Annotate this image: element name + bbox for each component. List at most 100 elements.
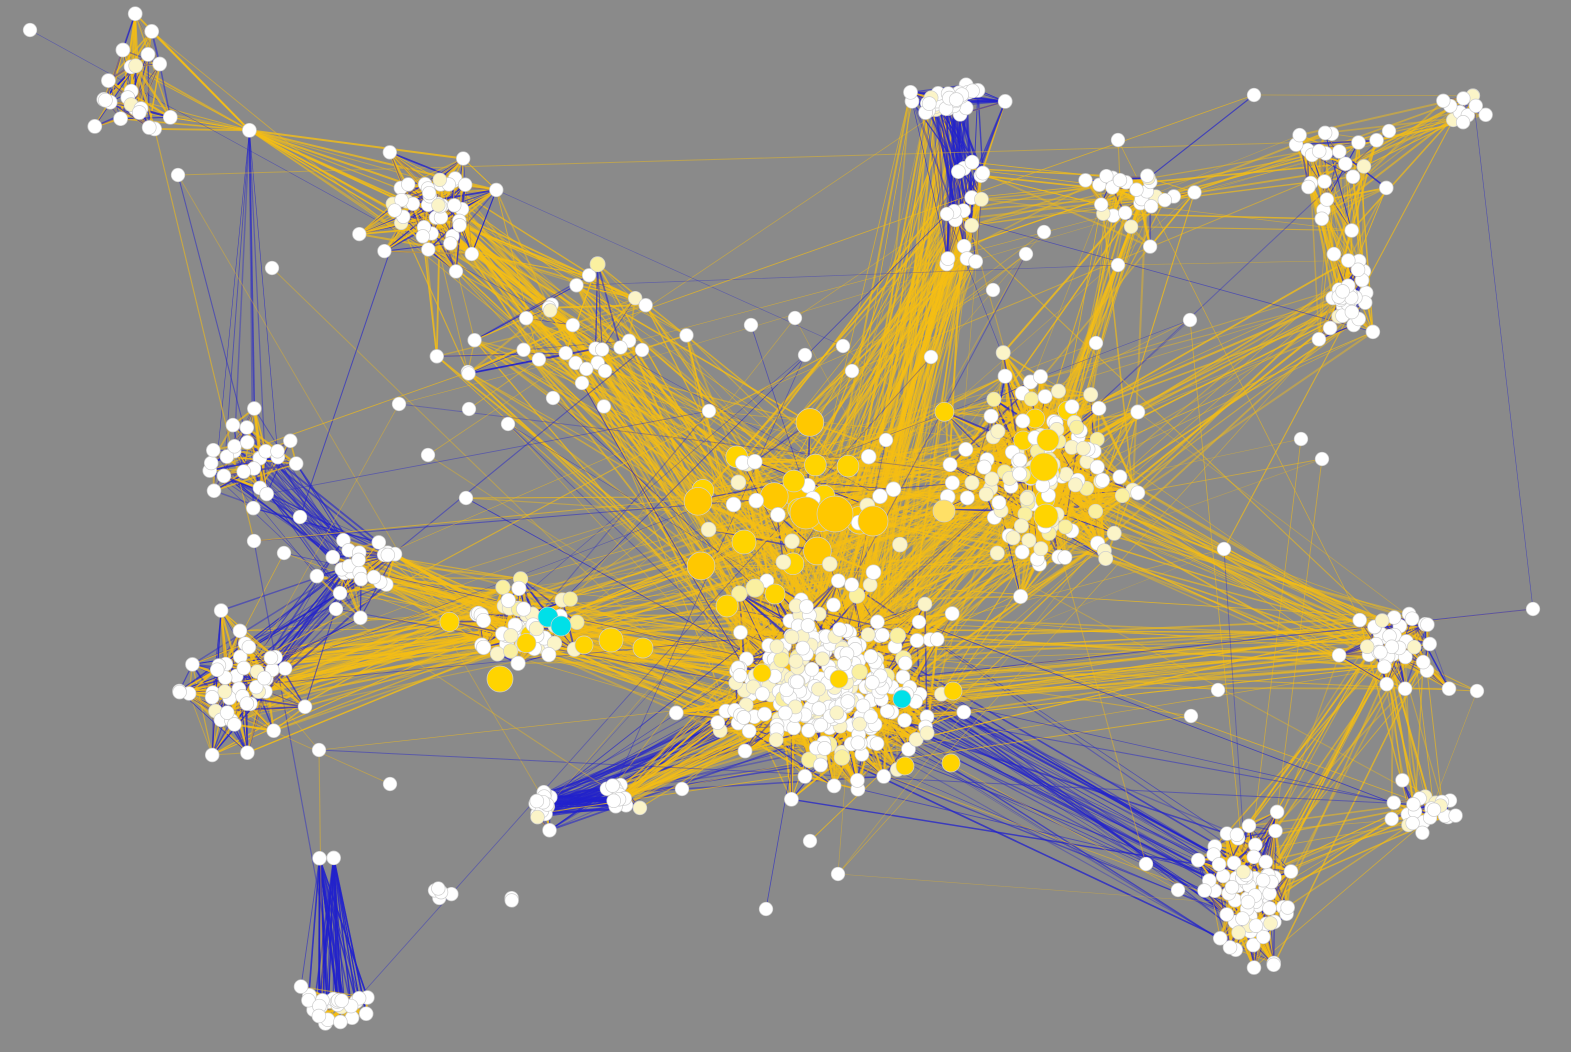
graph-node[interactable]	[1359, 639, 1375, 654]
graph-node[interactable]	[311, 742, 327, 758]
graph-node[interactable]	[862, 577, 878, 593]
graph-node[interactable]	[162, 109, 178, 125]
graph-node[interactable]	[293, 979, 309, 994]
graph-node[interactable]	[1258, 854, 1273, 870]
graph-node[interactable]	[1110, 132, 1126, 148]
graph-node[interactable]	[1106, 525, 1122, 541]
graph-node[interactable]	[236, 464, 251, 479]
graph-node[interactable]	[113, 111, 128, 127]
graph-node[interactable]	[826, 778, 842, 794]
graph-node[interactable]	[240, 435, 255, 450]
graph-node[interactable]	[503, 643, 519, 659]
graph-node[interactable]	[885, 481, 902, 498]
graph-node[interactable]	[743, 317, 759, 333]
gold-node-20[interactable]	[829, 669, 849, 689]
graph-node[interactable]	[731, 585, 748, 602]
graph-node[interactable]	[500, 592, 516, 608]
graph-node[interactable]	[236, 660, 252, 676]
graph-node[interactable]	[172, 684, 187, 700]
graph-node[interactable]	[1110, 257, 1126, 273]
graph-node[interactable]	[813, 717, 829, 733]
graph-node[interactable]	[1187, 185, 1202, 200]
graph-node[interactable]	[797, 769, 813, 784]
graph-node[interactable]	[213, 603, 229, 618]
graph-node[interactable]	[461, 366, 476, 381]
graph-node[interactable]	[1231, 925, 1246, 940]
graph-node[interactable]	[730, 474, 747, 491]
graph-node[interactable]	[870, 614, 885, 630]
graph-node[interactable]	[1374, 613, 1390, 628]
graph-node[interactable]	[332, 585, 348, 601]
graph-node[interactable]	[259, 486, 274, 502]
graph-node[interactable]	[1246, 87, 1262, 103]
graph-node[interactable]	[353, 610, 368, 626]
gold-node-6[interactable]	[1036, 428, 1060, 452]
graph-node[interactable]	[889, 627, 906, 644]
cyan-node-3[interactable]	[892, 689, 912, 709]
graph-node[interactable]	[421, 242, 436, 257]
graph-node[interactable]	[467, 333, 482, 348]
graph-node[interactable]	[1210, 682, 1226, 698]
graph-node[interactable]	[1332, 144, 1347, 159]
graph-node[interactable]	[292, 509, 308, 525]
graph-node[interactable]	[758, 901, 774, 917]
graph-node[interactable]	[144, 24, 160, 39]
graph-node[interactable]	[683, 487, 713, 516]
graph-node[interactable]	[1112, 469, 1128, 485]
graph-node[interactable]	[277, 661, 293, 676]
graph-node[interactable]	[813, 757, 828, 773]
graph-node[interactable]	[543, 303, 558, 318]
graph-node[interactable]	[995, 345, 1011, 361]
graph-node[interactable]	[815, 651, 830, 667]
graph-node[interactable]	[325, 549, 341, 565]
graph-node[interactable]	[1248, 837, 1263, 853]
graph-node[interactable]	[476, 639, 492, 655]
graph-node[interactable]	[1094, 197, 1109, 212]
graph-node[interactable]	[503, 628, 519, 644]
graph-node[interactable]	[1013, 589, 1029, 604]
graph-node[interactable]	[1369, 133, 1384, 148]
graph-node[interactable]	[826, 597, 841, 613]
graph-node[interactable]	[227, 717, 242, 732]
graph-node[interactable]	[562, 591, 578, 607]
graph-node[interactable]	[850, 773, 865, 788]
graph-node[interactable]	[872, 488, 888, 505]
graph-node[interactable]	[628, 290, 643, 306]
graph-node[interactable]	[1211, 857, 1227, 872]
graph-node[interactable]	[768, 732, 784, 748]
graph-node[interactable]	[1246, 937, 1261, 953]
graph-node[interactable]	[1415, 654, 1431, 670]
graph-node[interactable]	[464, 246, 479, 262]
graph-node[interactable]	[420, 447, 436, 463]
graph-node[interactable]	[1114, 488, 1130, 504]
graph-node[interactable]	[1216, 541, 1232, 557]
gold-node-11[interactable]	[632, 637, 654, 659]
graph-node[interactable]	[1140, 168, 1155, 183]
graph-node[interactable]	[1219, 907, 1235, 922]
graph-node[interactable]	[519, 311, 534, 326]
graph-node[interactable]	[311, 1008, 327, 1024]
graph-node[interactable]	[797, 347, 813, 363]
graph-node[interactable]	[377, 243, 392, 259]
graph-node[interactable]	[786, 720, 802, 736]
graph-node[interactable]	[1314, 451, 1330, 467]
graph-node[interactable]	[1397, 681, 1413, 696]
graph-node[interactable]	[1170, 882, 1186, 898]
graph-node[interactable]	[1326, 246, 1342, 262]
graph-node[interactable]	[1226, 855, 1242, 871]
graph-node[interactable]	[770, 507, 786, 523]
graph-node[interactable]	[461, 401, 477, 417]
graph-node[interactable]	[431, 198, 446, 213]
graph-node[interactable]	[775, 554, 792, 570]
graph-node[interactable]	[1293, 431, 1309, 447]
graph-node[interactable]	[380, 547, 396, 563]
graph-node[interactable]	[1023, 391, 1039, 407]
graph-node[interactable]	[516, 633, 537, 654]
graph-node[interactable]	[1266, 957, 1281, 973]
graph-node[interactable]	[879, 703, 895, 719]
graph-node[interactable]	[903, 84, 918, 100]
gold-node-2[interactable]	[816, 495, 854, 533]
graph-node[interactable]	[958, 441, 974, 457]
graph-node[interactable]	[940, 251, 956, 266]
graph-node[interactable]	[710, 715, 726, 730]
